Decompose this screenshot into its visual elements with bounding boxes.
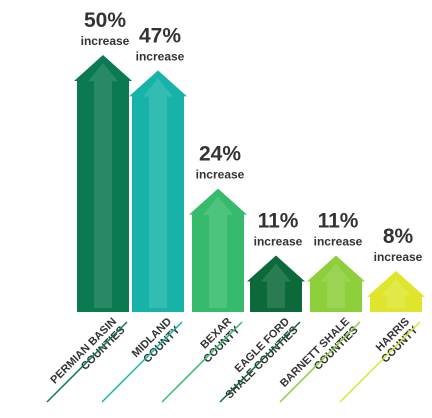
- category-underline: [279, 321, 361, 403]
- category-label: HARRISCOUNTY: [371, 315, 421, 365]
- arrow-highlight: [203, 196, 233, 308]
- category-underline: [219, 321, 301, 403]
- value-caption: increase: [136, 49, 185, 63]
- value-caption: increase: [81, 34, 130, 48]
- arrow-highlight: [381, 278, 411, 308]
- category-label: MIDLANDCOUNTY: [130, 315, 183, 368]
- value-caption: increase: [196, 168, 245, 182]
- category-underline: [339, 321, 421, 403]
- value-caption: increase: [314, 234, 363, 248]
- value-label: 47%: [139, 24, 181, 47]
- category-underline: [101, 321, 183, 403]
- arrow-highlight: [321, 263, 351, 308]
- value-label: 11%: [258, 209, 299, 232]
- arrow-highlight: [88, 63, 118, 308]
- arrow-bar: [247, 255, 305, 312]
- category-underline: [46, 321, 128, 403]
- arrow-bar: [307, 255, 365, 312]
- value-label: 24%: [199, 143, 241, 166]
- arrow-bar: [74, 55, 132, 312]
- value-caption: increase: [374, 250, 423, 264]
- value-caption: increase: [254, 234, 303, 248]
- value-label: 50%: [84, 9, 126, 32]
- category-label: PERMIAN BASINCOUNTIES: [48, 316, 127, 395]
- value-label: 8%: [383, 225, 414, 248]
- arrow-highlight: [261, 263, 291, 308]
- arrow-bar: [129, 70, 187, 312]
- arrow-bar: [367, 270, 425, 312]
- category-label: BEXARCOUNTY: [193, 315, 243, 365]
- arrow-highlight: [143, 78, 173, 308]
- value-label: 11%: [318, 209, 359, 232]
- category-underline: [161, 321, 243, 403]
- arrow-bar: [189, 188, 247, 312]
